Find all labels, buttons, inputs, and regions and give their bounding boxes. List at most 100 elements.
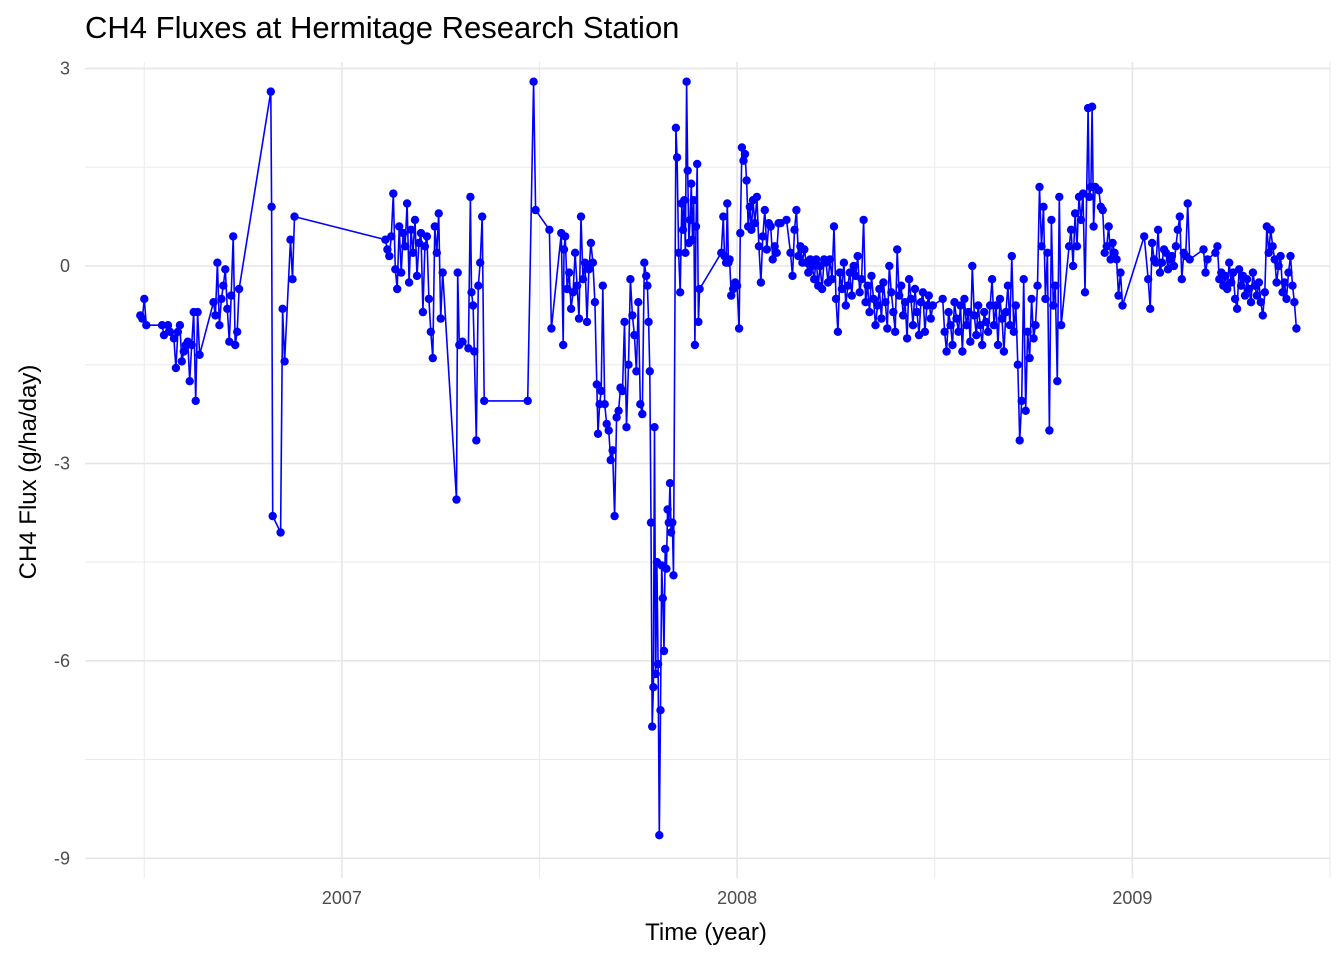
y-tick-label: -6 [54,651,70,671]
data-point [855,288,864,297]
y-tick-label: 3 [60,59,70,79]
data-point [885,261,894,271]
data-point [1017,396,1026,406]
data-point [666,528,676,537]
data-point [895,291,904,300]
data-point [138,314,147,323]
data-point [1039,202,1048,211]
data-point [649,683,658,692]
data-point [1029,334,1038,343]
data-point [946,321,955,330]
data-point [893,245,902,254]
data-point [286,235,295,244]
data-point [1268,242,1277,251]
data-point [989,321,999,330]
data-point [580,258,590,267]
x-axis-title: Time (year) [645,919,767,946]
data-point [1053,377,1062,386]
data-point [680,196,689,205]
data-point [1278,288,1287,297]
data-point [227,291,236,300]
data-point [476,258,485,267]
data-point [1057,321,1066,330]
data-point [632,367,641,376]
data-point [157,321,167,330]
data-point [412,271,422,281]
data-point [1169,261,1179,271]
series-line [139,80,1298,836]
data-point [659,646,669,656]
data-point [956,301,965,310]
data-point [424,294,434,304]
data-point [602,419,611,429]
data-point [1055,192,1064,202]
data-point [847,291,856,300]
data-point [646,518,656,527]
data-point [638,409,647,419]
data-point [1005,321,1015,330]
data-point [278,304,287,313]
data-point [968,261,977,271]
data-point [219,281,228,290]
data-point [570,248,580,257]
data-point [912,307,922,317]
data-point [1110,248,1119,257]
data-point [910,284,920,294]
data-point [938,294,947,304]
data-point [438,268,447,277]
data-point [966,337,975,346]
data-point [1246,298,1256,307]
data-point [655,831,664,840]
data-point [1066,225,1076,234]
data-point [985,301,995,310]
data-point [179,347,188,356]
data-point [694,317,703,327]
data-point [612,413,621,422]
data-point [472,436,481,445]
data-point [406,225,416,234]
data-point [671,123,681,132]
data-point [747,225,756,234]
data-point [389,189,398,198]
data-point [723,199,732,208]
data-point [678,225,688,234]
data-point [266,87,275,96]
data-point [1108,238,1117,248]
data-point [1070,209,1080,218]
data-point [640,258,649,267]
data-point [883,324,892,333]
data-point [574,314,584,323]
data-point [665,479,675,488]
data-point [926,314,935,323]
data-point [234,284,244,294]
data-point [588,258,598,267]
data-point [221,265,230,274]
data-point [835,268,845,277]
data-point [195,350,204,359]
data-point [808,261,817,271]
data-point [404,278,414,287]
data-point [1001,307,1011,317]
data-point [974,301,983,310]
data-point [661,544,670,554]
data-point [561,232,570,241]
data-point [434,209,443,218]
data-point [1144,275,1153,284]
data-point [1049,301,1058,310]
data-point [869,294,878,304]
data-point [1031,321,1040,330]
data-point [1151,258,1161,267]
data-point [1258,311,1268,320]
data-point [958,347,967,356]
data-point [1284,268,1293,277]
data-point [800,245,809,254]
data-point [140,294,149,304]
data-point [650,423,659,432]
data-point [772,248,781,257]
data-point [827,275,837,284]
data-point [786,248,795,257]
data-point [768,255,777,264]
data-point [863,281,872,290]
data-point [879,278,888,287]
